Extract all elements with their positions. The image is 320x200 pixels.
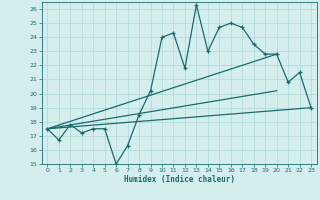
X-axis label: Humidex (Indice chaleur): Humidex (Indice chaleur): [124, 175, 235, 184]
